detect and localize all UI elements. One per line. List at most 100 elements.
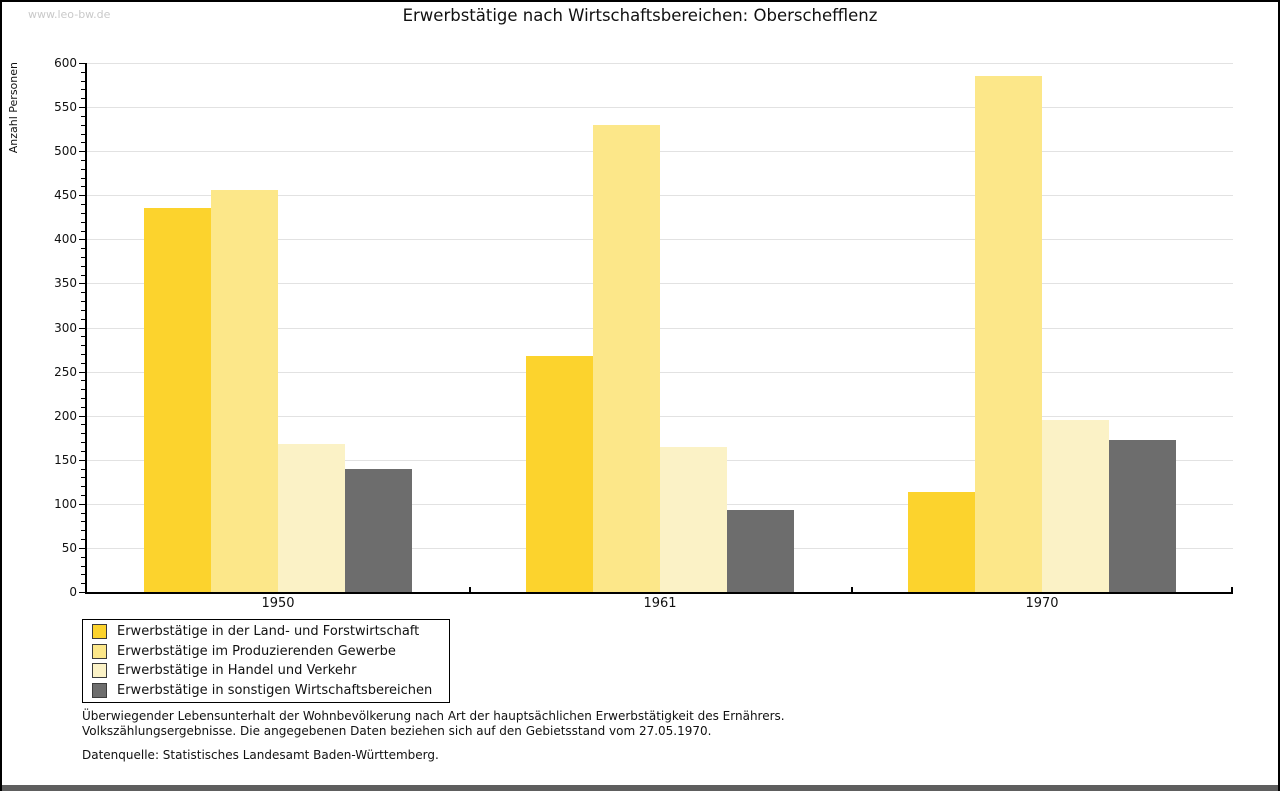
y-major-tick bbox=[79, 283, 85, 285]
footnote: Überwiegender Lebensunterhalt der Wohnbe… bbox=[82, 709, 785, 738]
bar bbox=[1109, 440, 1176, 592]
y-tick-label: 100 bbox=[54, 496, 77, 511]
y-minor-tick bbox=[81, 486, 85, 488]
y-minor-tick bbox=[81, 424, 85, 426]
chart-title: Erwerbstätige nach Wirtschaftsbereichen:… bbox=[402, 6, 878, 25]
bar bbox=[211, 189, 278, 592]
data-source: Datenquelle: Statistisches Landesamt Bad… bbox=[82, 748, 439, 762]
y-major-tick bbox=[79, 592, 85, 593]
y-tick-label: 400 bbox=[54, 232, 77, 247]
legend-row: Erwerbstätige in Handel und Verkehr bbox=[83, 663, 449, 679]
y-major-tick bbox=[79, 503, 85, 505]
legend-label: Erwerbstätige in der Land- und Forstwirt… bbox=[117, 624, 420, 640]
legend: Erwerbstätige in der Land- und Forstwirt… bbox=[82, 619, 450, 703]
legend-label: Erwerbstätige in Handel und Verkehr bbox=[117, 663, 357, 679]
bar bbox=[593, 124, 660, 592]
y-tick-label: 500 bbox=[54, 144, 77, 159]
y-minor-tick bbox=[81, 98, 85, 100]
y-minor-tick bbox=[81, 318, 85, 320]
y-minor-tick bbox=[81, 212, 85, 214]
bar bbox=[727, 510, 794, 592]
y-minor-tick bbox=[81, 353, 85, 355]
gridline bbox=[87, 151, 1233, 153]
y-tick-label: 250 bbox=[54, 364, 77, 379]
y-minor-tick bbox=[81, 89, 85, 91]
y-tick-label: 450 bbox=[54, 188, 77, 203]
y-minor-tick bbox=[81, 115, 85, 117]
y-minor-tick bbox=[81, 512, 85, 514]
y-major-tick bbox=[79, 459, 85, 461]
x-category-label: 1950 bbox=[261, 596, 295, 611]
y-minor-tick bbox=[81, 221, 85, 223]
legend-row: Erwerbstätige in sonstigen Wirtschaftsbe… bbox=[83, 682, 449, 698]
bar bbox=[908, 492, 975, 592]
y-tick-label: 0 bbox=[69, 585, 77, 599]
bar bbox=[144, 208, 211, 592]
y-major-tick bbox=[79, 327, 85, 329]
bar bbox=[278, 443, 345, 592]
y-minor-tick bbox=[81, 301, 85, 303]
legend-swatch bbox=[92, 624, 107, 640]
y-major-tick bbox=[79, 239, 85, 241]
y-major-tick bbox=[79, 547, 85, 549]
y-tick-label: 600 bbox=[54, 56, 77, 70]
y-minor-tick bbox=[81, 133, 85, 135]
gridline bbox=[87, 327, 1233, 329]
y-minor-tick bbox=[81, 124, 85, 126]
y-tick-label: 150 bbox=[54, 452, 77, 467]
y-major-tick bbox=[79, 63, 85, 64]
y-minor-tick bbox=[81, 442, 85, 444]
bar bbox=[660, 447, 727, 592]
x-category-label: 1970 bbox=[1025, 596, 1059, 611]
y-tick-label: 300 bbox=[54, 320, 77, 335]
bar bbox=[526, 355, 593, 592]
y-minor-tick bbox=[81, 583, 85, 585]
y-minor-tick bbox=[81, 186, 85, 188]
y-minor-tick bbox=[81, 477, 85, 479]
x-tick bbox=[851, 587, 853, 592]
y-minor-tick bbox=[81, 406, 85, 408]
gridline bbox=[87, 283, 1233, 285]
y-minor-tick bbox=[81, 309, 85, 311]
footnote-line-2: Volkszählungsergebnisse. Die angegebenen… bbox=[82, 723, 712, 738]
y-minor-tick bbox=[81, 71, 85, 73]
y-minor-tick bbox=[81, 80, 85, 82]
legend-row: Erwerbstätige im Produzierenden Gewerbe bbox=[83, 643, 449, 659]
legend-swatch bbox=[92, 663, 107, 679]
y-minor-tick bbox=[81, 142, 85, 144]
watermark: www.leo-bw.de bbox=[28, 8, 111, 21]
y-minor-tick bbox=[81, 433, 85, 435]
y-minor-tick bbox=[81, 345, 85, 347]
legend-label: Erwerbstätige in sonstigen Wirtschaftsbe… bbox=[117, 682, 433, 698]
y-minor-tick bbox=[81, 204, 85, 206]
y-minor-tick bbox=[81, 256, 85, 258]
legend-label: Erwerbstätige im Produzierenden Gewerbe bbox=[117, 643, 396, 659]
legend-swatch bbox=[92, 643, 107, 659]
y-major-tick bbox=[79, 151, 85, 153]
x-category-label: 1961 bbox=[643, 596, 677, 611]
y-minor-tick bbox=[81, 398, 85, 400]
y-minor-tick bbox=[81, 230, 85, 232]
legend-row: Erwerbstätige in der Land- und Forstwirt… bbox=[83, 624, 449, 640]
y-minor-tick bbox=[81, 168, 85, 170]
gridline bbox=[87, 107, 1233, 109]
footnote-line-1: Überwiegender Lebensunterhalt der Wohnbe… bbox=[82, 709, 785, 723]
x-tick bbox=[1231, 587, 1233, 592]
y-tick-label: 350 bbox=[54, 276, 77, 291]
y-minor-tick bbox=[81, 274, 85, 276]
y-minor-tick bbox=[81, 574, 85, 576]
y-tick-label: 200 bbox=[54, 408, 77, 423]
y-major-tick bbox=[79, 107, 85, 109]
y-major-tick bbox=[79, 371, 85, 373]
y-minor-tick bbox=[81, 565, 85, 567]
y-minor-tick bbox=[81, 468, 85, 470]
x-tick bbox=[469, 587, 471, 592]
y-minor-tick bbox=[81, 380, 85, 382]
y-minor-tick bbox=[81, 495, 85, 497]
bar bbox=[1042, 420, 1109, 592]
y-minor-tick bbox=[81, 450, 85, 452]
y-minor-tick bbox=[81, 556, 85, 558]
y-major-tick bbox=[79, 195, 85, 197]
y-minor-tick bbox=[81, 521, 85, 523]
